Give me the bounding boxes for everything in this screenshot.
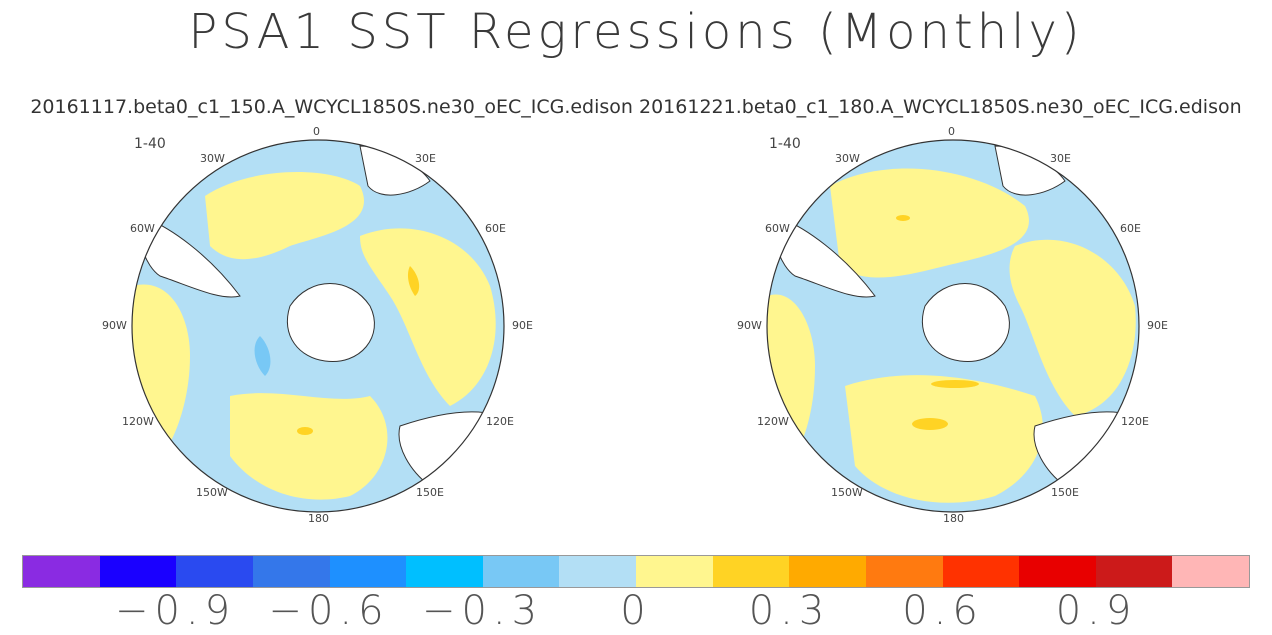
figure-title: PSA1 SST Regressions (Monthly) [188, 4, 1084, 60]
colorbar-swatch [252, 556, 330, 587]
sst-positive-region [230, 393, 388, 500]
sst-positive-strong [931, 380, 979, 388]
lon-label-30e: 30E [1050, 152, 1071, 165]
colorbar-labels: −0.9 −0.6 −0.3 0 0.3 0.6 0.9 [22, 588, 1250, 634]
antarctica [921, 283, 1010, 363]
lon-label-180: 180 [308, 512, 329, 525]
segment-label: 1-40 [769, 136, 801, 152]
lon-label-150w: 150W [831, 486, 863, 499]
antarctica [286, 283, 375, 363]
lon-label-60w: 60W [130, 222, 155, 235]
lon-label-0: 0 [948, 125, 955, 138]
colorbar-swatch [482, 556, 560, 587]
lon-label-60e: 60E [485, 222, 506, 235]
sst-positive-region [845, 375, 1043, 503]
colorbar-swatch [176, 556, 253, 587]
lon-label-60w: 60W [765, 222, 790, 235]
lon-label-120e: 120E [486, 415, 514, 428]
lon-label-90e: 90E [512, 319, 533, 332]
colorbar-swatch [559, 556, 636, 587]
lon-label-30w: 30W [200, 152, 225, 165]
colorbar-swatch [23, 556, 100, 587]
colorbar [22, 555, 1250, 588]
lon-label-0: 0 [313, 125, 320, 138]
lon-label-150w: 150W [196, 486, 228, 499]
colorbar-tick-label: 0.9 [1055, 588, 1138, 634]
sst-negative-strong [254, 336, 271, 376]
sst-positive-strong [407, 266, 420, 296]
colorbar-swatch [865, 556, 943, 587]
lon-label-180: 180 [943, 512, 964, 525]
lon-label-120w: 120W [757, 415, 789, 428]
lon-label-30e: 30E [415, 152, 436, 165]
colorbar-tick-label: 0.3 [748, 588, 831, 634]
map-boundary [131, 139, 505, 513]
colorbar-tick-label: 0.6 [902, 588, 984, 634]
sst-positive-strong [297, 427, 313, 435]
colorbar-swatch [1095, 556, 1173, 587]
colorbar-swatch [636, 556, 713, 587]
lon-label-120w: 120W [122, 415, 154, 428]
sst-positive-region [1009, 239, 1136, 416]
sst-positive-strong [896, 215, 910, 221]
colorbar-swatch [712, 556, 790, 587]
sst-positive-region [205, 172, 364, 260]
colorbar-swatch [406, 556, 483, 587]
sst-positive-strong [912, 418, 948, 430]
lon-label-120e: 120E [1121, 415, 1149, 428]
lon-label-90w: 90W [737, 319, 762, 332]
colorbar-swatch [942, 556, 1020, 587]
map-panel-right: 1-40 0 30W 30E 60W 60E 90W 90E 120W 120E… [737, 125, 1168, 526]
colorbar-swatch [99, 556, 177, 587]
colorbar-swatch [329, 556, 407, 587]
lon-label-90e: 90E [1147, 319, 1168, 332]
colorbar-tick-label: −0.6 [268, 588, 390, 634]
polar-map-left [131, 139, 505, 513]
figure-subtitle: 20161117.beta0_c1_150.A_WCYCL1850S.ne30_… [30, 96, 1242, 118]
polar-map-right [766, 139, 1140, 513]
lon-label-60e: 60E [1120, 222, 1141, 235]
lon-label-90w: 90W [102, 319, 127, 332]
colorbar-tick-label: −0.9 [114, 588, 237, 634]
sst-positive-region [830, 168, 1029, 278]
colorbar-swatch [1172, 556, 1249, 587]
lon-label-150e: 150E [416, 486, 444, 499]
map-panel-left: 1-40 0 30W 30E 60W 60E 90W 90E 120W 120E… [102, 125, 533, 526]
colorbar-tick-label: 0 [620, 588, 652, 634]
colorbar-swatch [1019, 556, 1096, 587]
map-boundary [766, 139, 1140, 513]
lon-label-150e: 150E [1051, 486, 1079, 499]
sst-positive-region [360, 228, 496, 406]
lon-label-30w: 30W [835, 152, 860, 165]
colorbar-tick-label: −0.3 [421, 588, 544, 634]
segment-label: 1-40 [134, 136, 166, 152]
colorbar-swatch [789, 556, 866, 587]
